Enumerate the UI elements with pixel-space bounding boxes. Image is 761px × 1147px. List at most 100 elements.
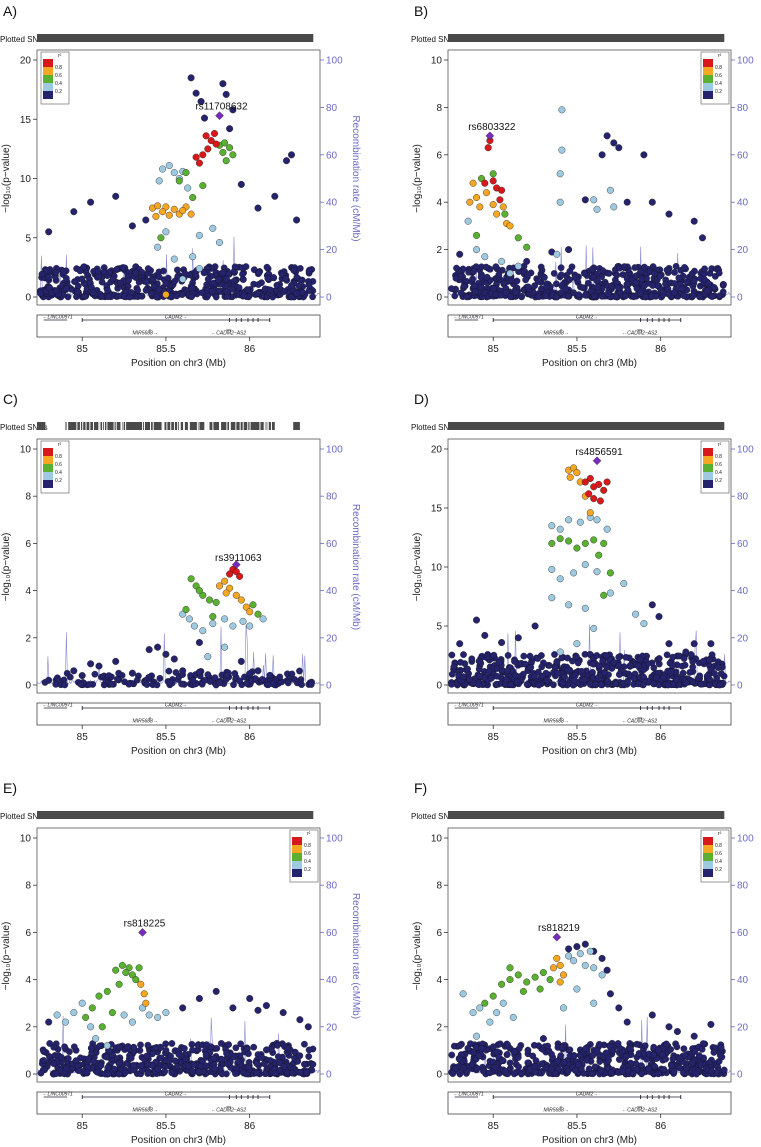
bg-snp-point	[171, 1057, 179, 1065]
plotted-snps-gap	[239, 422, 241, 430]
x-tick-label: 85	[488, 732, 500, 743]
bg-snp-point	[557, 1052, 565, 1059]
bg-snp-point	[615, 1056, 623, 1063]
snp-point-green	[519, 987, 527, 995]
bg-snp-point	[496, 1040, 504, 1048]
snp-point-orange	[162, 203, 170, 211]
bg-snp-point	[189, 677, 197, 684]
snp-point-navy	[565, 246, 573, 254]
snp-point-green	[229, 151, 237, 159]
bg-snp-point	[466, 676, 473, 683]
snp-point-navy	[640, 151, 648, 159]
snp-point-navy	[707, 1020, 715, 1028]
legend-title: r²	[307, 831, 311, 837]
bg-snp-point	[588, 265, 596, 273]
x-tick-label: 85	[488, 344, 500, 355]
bg-snp-point	[460, 1064, 468, 1072]
bg-snp-point	[538, 663, 546, 671]
bg-snp-point	[708, 651, 716, 659]
bg-snp-point	[211, 1065, 219, 1073]
snp-point-navy	[212, 987, 220, 995]
snp-point-green	[249, 601, 257, 609]
snp-point-lightblue	[145, 1011, 153, 1019]
legend-label: 0.4	[715, 470, 722, 476]
snp-point-green	[135, 964, 143, 972]
bg-snp-point	[711, 670, 718, 677]
bg-snp-point	[213, 1045, 221, 1052]
snp-point-green	[523, 978, 531, 986]
snp-point-navy	[456, 640, 464, 648]
y-tick-label: 4	[436, 975, 442, 986]
y-tick-label: 0	[25, 293, 31, 304]
x-tick-label: 85.5	[156, 344, 176, 355]
y2-tick-label: 60	[737, 150, 749, 161]
gene-label: CADM2→	[165, 703, 188, 709]
bg-snp-point	[566, 276, 573, 284]
bg-snp-point	[604, 290, 612, 297]
bg-snp-point	[543, 677, 551, 684]
plotted-snps-bar	[448, 422, 725, 430]
bg-snp-point	[198, 289, 206, 297]
plotted-snps-gap	[115, 422, 117, 430]
snp-point-lightblue	[464, 217, 472, 225]
snp-point-navy	[279, 1009, 287, 1017]
bg-snp-point	[672, 262, 680, 270]
lead-snp-point	[552, 932, 562, 942]
legend-swatch	[703, 464, 713, 472]
bg-snp-point	[594, 283, 602, 291]
bg-snp-point	[105, 1070, 112, 1078]
bg-snp-point	[133, 676, 141, 684]
plotted-snps-gap	[170, 422, 172, 430]
bg-snp-point	[554, 669, 561, 677]
legend-title: r²	[718, 53, 722, 59]
snp-point-orange	[226, 584, 234, 592]
snp-point-red	[498, 186, 506, 194]
bg-snp-point	[708, 293, 716, 300]
bg-snp-point	[134, 286, 142, 294]
bg-snp-point	[551, 1070, 559, 1077]
bg-snp-point	[76, 267, 84, 275]
lead-snp-label: rs11708632	[195, 102, 248, 113]
bg-snp-point	[671, 269, 678, 276]
bg-snp-point	[211, 674, 219, 682]
snp-point-navy	[237, 657, 245, 665]
bg-snp-point	[230, 681, 237, 689]
bg-snp-point	[648, 292, 655, 300]
snp-point-lightblue	[246, 622, 254, 630]
y-tick-label: 0	[436, 293, 442, 304]
bg-snp-point	[710, 1049, 718, 1056]
snp-point-green	[82, 1013, 90, 1021]
snp-point-lightblue	[239, 617, 247, 625]
bg-snp-point	[104, 1064, 112, 1072]
bg-snp-point	[175, 1051, 183, 1058]
plotted-snps-gap	[235, 422, 237, 430]
snp-point-green	[88, 1004, 96, 1012]
bg-snp-point	[171, 277, 179, 285]
bg-snp-point	[518, 292, 525, 300]
x-tick-label: 85.5	[567, 732, 587, 743]
snp-point-navy	[531, 622, 539, 630]
bg-snp-point	[662, 280, 669, 288]
bg-snp-point	[50, 1060, 58, 1067]
bg-snp-point	[460, 673, 467, 680]
bg-snp-point	[651, 270, 658, 277]
snp-point-lightblue	[553, 250, 561, 258]
bg-snp-point	[622, 1053, 630, 1060]
snp-point-red	[207, 137, 215, 145]
panel-f: F)Plotted SNPsrs818219024681002040608010…	[411, 780, 754, 1146]
gene-label: MIR5688→	[544, 719, 569, 725]
gene-track-frame	[447, 702, 732, 726]
bg-snp-point	[219, 269, 227, 277]
bg-snp-point	[52, 287, 60, 295]
plotted-snps-gap	[177, 422, 179, 430]
bg-snp-point	[660, 1066, 668, 1073]
bg-snp-point	[534, 655, 542, 662]
y2-tick-label: 40	[326, 198, 338, 209]
snp-point-lightblue	[155, 177, 163, 185]
bg-snp-point	[105, 293, 112, 301]
bg-snp-point	[511, 658, 518, 665]
bg-snp-point	[137, 1041, 144, 1049]
plotted-snps-gap	[150, 422, 152, 430]
bg-snp-point	[261, 1070, 269, 1078]
